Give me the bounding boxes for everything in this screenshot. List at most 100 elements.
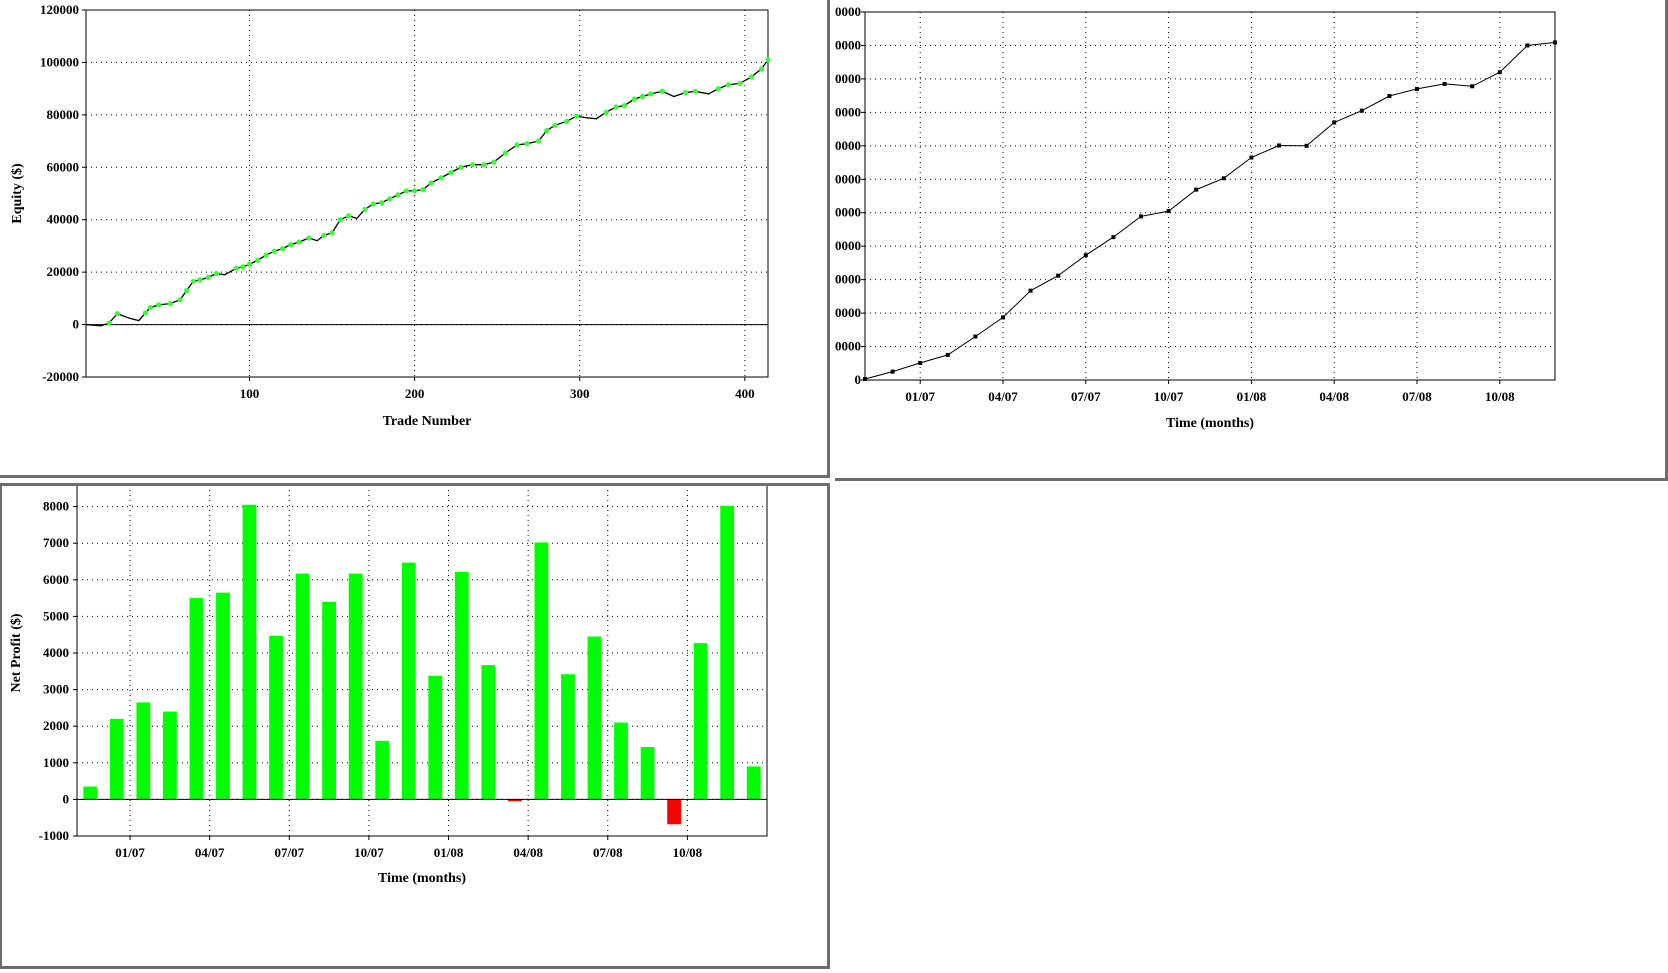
net-profit-point	[1028, 288, 1033, 293]
monthly-profit-bar	[348, 573, 363, 800]
x-tick-label: 07/08	[593, 845, 623, 860]
plot-area	[76, 486, 768, 837]
y-tick-label: 120000	[40, 2, 79, 17]
equity-high-marker	[613, 104, 619, 110]
equity-high-marker	[758, 66, 764, 72]
x-axis-label: Trade Number	[383, 414, 472, 429]
equity-high-marker	[395, 192, 401, 198]
equity-high-marker	[306, 235, 312, 241]
equity-high-marker	[428, 180, 434, 186]
monthly-profit-bar	[481, 665, 496, 800]
monthly-profit-bar	[189, 598, 204, 800]
y-tick-label: 100000	[835, 37, 861, 52]
equity-high-marker	[403, 188, 409, 194]
equity-high-marker	[420, 186, 426, 193]
x-tick-label: 200	[405, 386, 425, 401]
equity-high-marker	[481, 162, 487, 168]
y-tick-label: 20000	[835, 305, 861, 320]
net-profit-point	[1497, 70, 1502, 75]
equity-high-marker	[387, 196, 393, 202]
net-profit-point	[1525, 43, 1530, 48]
equity-high-marker	[544, 127, 550, 134]
monthly-profit-bar	[109, 718, 124, 800]
y-tick-label: 6000	[43, 572, 69, 587]
monthly-profit-chart-panel: 9000800070006000500040003000200010000-10…	[0, 483, 830, 969]
net-profit-point	[1056, 273, 1061, 278]
cumulative-profit-chart-panel: 1100001000009000080000700006000050000400…	[835, 0, 1668, 481]
y-tick-label: 10000	[835, 339, 861, 354]
equity-high-marker	[197, 277, 203, 283]
y-tick-label: 0	[63, 791, 70, 806]
monthly-profit-bar	[720, 505, 735, 800]
equity-high-marker	[524, 141, 530, 147]
equity-high-marker	[765, 57, 771, 63]
monthly-profit-bar	[614, 722, 628, 800]
net-profit-point	[1415, 86, 1419, 91]
monthly-profit-bar	[269, 635, 283, 800]
monthly-profit-bar	[216, 592, 230, 800]
equity-high-marker	[370, 201, 376, 207]
monthly-profit-bar	[454, 571, 469, 800]
y-tick-label: 60000	[835, 171, 861, 186]
equity-high-marker	[337, 217, 343, 223]
monthly-profit-bar	[242, 504, 257, 800]
net-profit-point	[1277, 143, 1281, 148]
y-tick-label: 100000	[40, 54, 79, 69]
net-profit-point	[1332, 120, 1337, 125]
equity-high-marker	[345, 213, 352, 219]
y-tick-label: 110000	[835, 4, 861, 19]
equity-high-marker	[263, 252, 269, 258]
net-profit-point	[973, 334, 978, 339]
y-tick-label: 70000	[835, 138, 861, 153]
monthly-profit-bar	[162, 711, 177, 800]
monthly-profit-bar	[561, 674, 575, 800]
equity-high-marker	[748, 74, 755, 80]
equity-high-marker	[296, 239, 302, 245]
equity-high-marker	[648, 91, 654, 97]
net-profit-line	[864, 41, 1556, 380]
monthly-profit-bar	[295, 573, 310, 800]
y-tick-label: 80000	[47, 107, 80, 122]
monthly-profit-bar	[640, 747, 655, 800]
x-tick-label: 07/07	[1071, 389, 1101, 404]
net-profit-point	[1083, 253, 1088, 258]
y-tick-label: 2000	[43, 718, 69, 733]
equity-high-marker	[233, 265, 239, 271]
equity-high-marker	[715, 86, 722, 92]
monthly-profit-bar	[667, 799, 682, 825]
x-tick-label: 100	[240, 386, 260, 401]
net-profit-point	[1111, 235, 1116, 240]
equity-high-marker	[469, 162, 476, 168]
x-tick-label: 07/08	[1402, 389, 1432, 404]
equity-high-marker	[725, 82, 731, 88]
equity-high-marker	[603, 109, 609, 115]
y-tick-label: 60000	[47, 159, 80, 174]
equity-high-marker	[682, 89, 689, 96]
y-tick-label: 5000	[43, 608, 69, 623]
equity-high-marker	[288, 242, 294, 248]
equity-high-marker	[502, 150, 509, 156]
y-tick-label: 40000	[835, 238, 861, 253]
net-profit-point	[1166, 209, 1171, 214]
y-tick-label: 20000	[47, 264, 80, 279]
equity-high-marker	[114, 310, 120, 317]
y-tick-label: 3000	[43, 682, 69, 697]
equity-high-marker	[458, 164, 464, 170]
equity-high-marker	[271, 248, 277, 254]
x-axis-label: Time (months)	[378, 871, 466, 886]
net-profit-point	[1359, 108, 1364, 113]
monthly-profit-bar	[693, 643, 708, 800]
x-axis-label: Time (months)	[1166, 416, 1254, 431]
x-tick-label: 10/08	[673, 845, 703, 860]
net-profit-point	[1304, 143, 1309, 148]
net-profit-point	[890, 369, 895, 374]
y-tick-label: 7000	[43, 535, 69, 550]
equity-high-marker	[147, 304, 154, 311]
equity-chart: 120000 100000 80000 60000 40000 20000 0 -20000 1…	[10, 2, 771, 429]
equity-high-marker	[329, 230, 335, 236]
equity-high-marker	[106, 320, 112, 326]
equity-high-marker	[167, 301, 173, 307]
equity-high-marker	[255, 257, 261, 263]
x-tick-label: 10/07	[1154, 389, 1184, 404]
monthly-profit-bar	[322, 601, 337, 800]
